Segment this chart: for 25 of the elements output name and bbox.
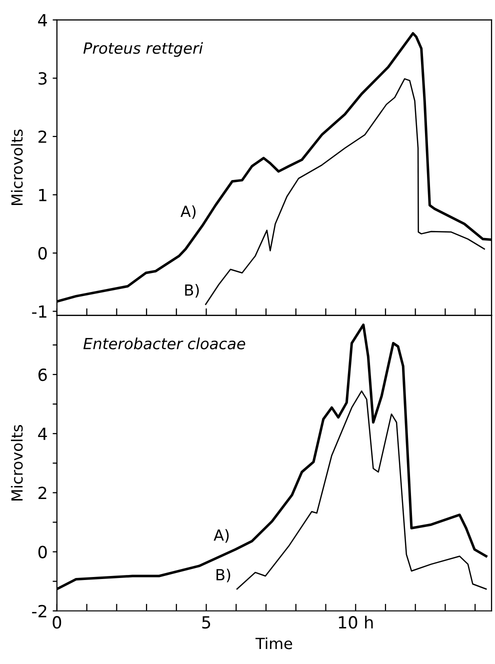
y-tick-label: -2 [32,604,46,618]
text: Proteus rettgeri [83,42,203,57]
x-axis-title: Time [255,637,292,650]
annotation: A) [214,529,229,543]
text: Enterobacter cloacae [83,338,246,350]
x-tick-label: 10 h [338,616,373,629]
y-tick-label: 1 [39,188,46,202]
y-tick-label: -1 [32,306,46,318]
annotation: B) [185,284,199,298]
y-tick-label: 6 [38,368,47,382]
y-axis-title: Microvolts [10,130,23,206]
y-tick-label: 3 [38,72,47,85]
y-tick-label: 4 [38,14,47,26]
y-tick-label: 4 [38,428,47,440]
y-tick-label: 0 [38,546,47,558]
y-tick-label: 2 [38,130,46,143]
annotation: A) [180,205,196,219]
line-series [236,390,487,590]
y-tick-label: 2 [38,486,46,500]
line-series [205,78,485,305]
y-tick-label: 0 [38,247,47,260]
y-axis-title: Microvolts [10,425,23,500]
x-tick-label: 0 [52,616,62,629]
annotation: B) [216,568,230,582]
x-tick-label: 5 [202,616,210,629]
